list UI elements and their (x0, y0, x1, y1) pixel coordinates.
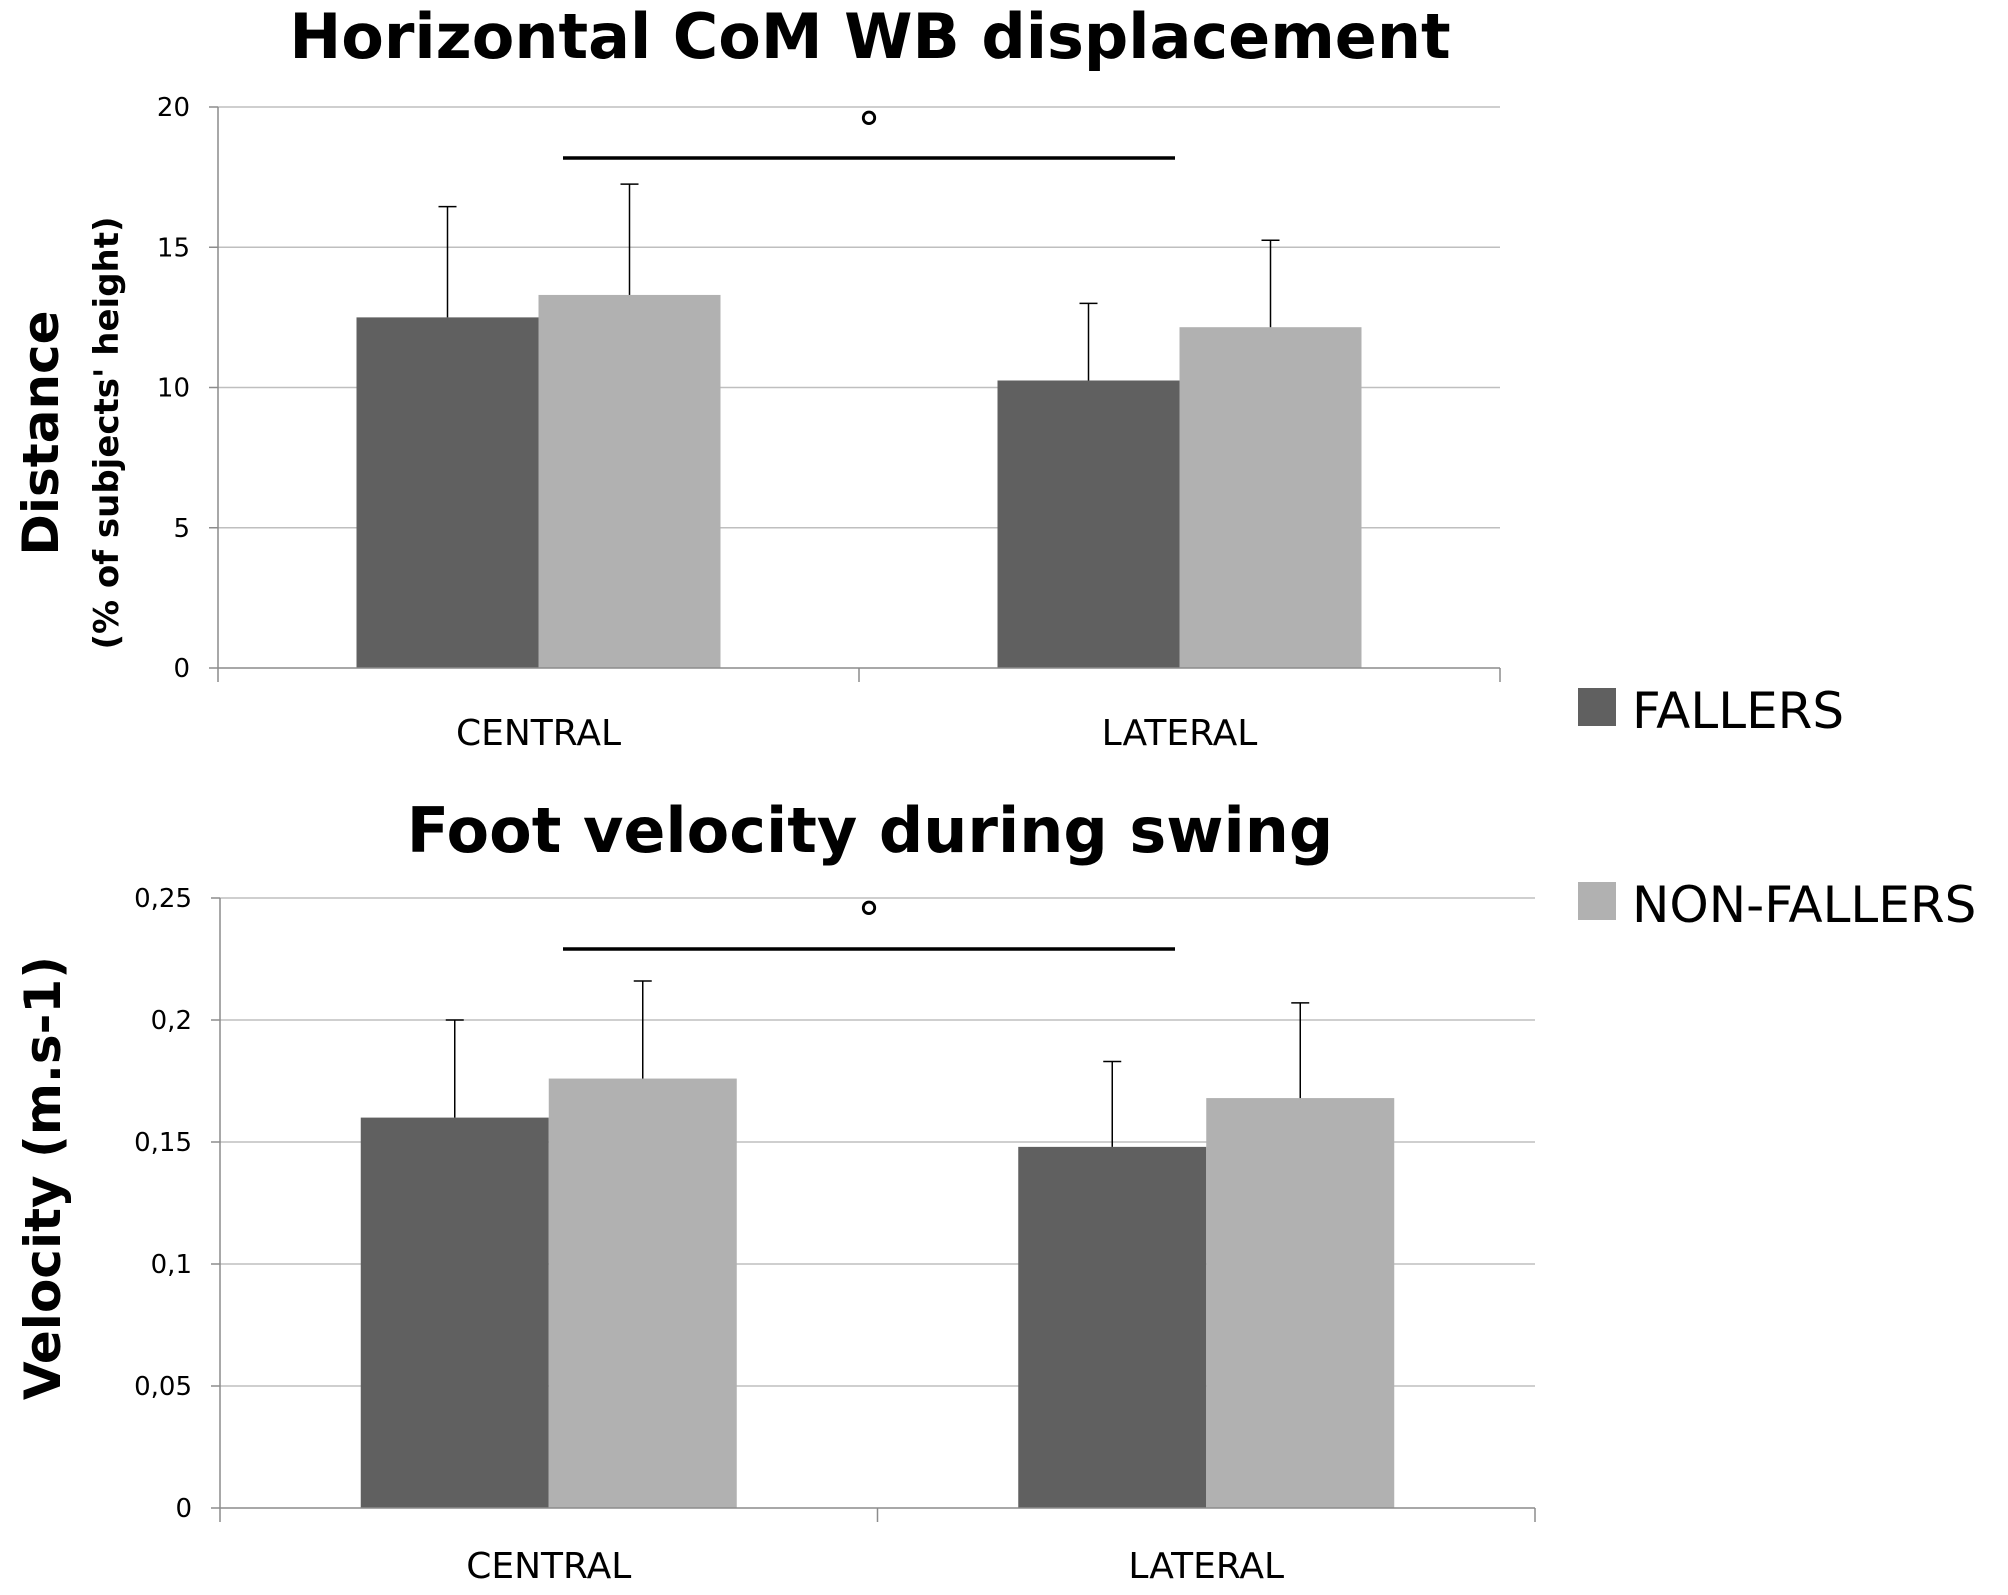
y-tick-label: 0,2 (151, 1006, 192, 1036)
y-tick-label: 0 (173, 654, 190, 684)
significance-marker: ° (858, 102, 881, 156)
bar-fallers-lateral (1018, 1146, 1207, 1508)
legend-swatch-non-fallers (1578, 882, 1616, 920)
bar-fallers-central (360, 1117, 549, 1508)
chart-foot-velocity: Foot velocity during swing Velocity (m.s… (14, 794, 1536, 1587)
y-axis-sublabel: (% of subjects' height) (87, 216, 127, 649)
legend: FALLERS NON-FALLERS (1578, 682, 1976, 934)
legend-label-non-fallers: NON-FALLERS (1632, 876, 1976, 934)
legend-label-fallers: FALLERS (1632, 682, 1844, 740)
y-tick-label: 0,1 (151, 1250, 192, 1280)
y-tick-label: 15 (157, 233, 190, 263)
y-tick-label: 0,05 (134, 1372, 192, 1402)
y-tick-label: 0 (175, 1494, 192, 1524)
x-category-label: CENTRAL (466, 1546, 631, 1587)
y-tick-label: 0,15 (134, 1128, 192, 1158)
y-axis-label: Velocity (m.s-1) (14, 956, 72, 1400)
bar-fallers-central (356, 317, 539, 668)
y-tick-label: 0,25 (134, 884, 192, 914)
y-tick-label: 5 (173, 514, 190, 544)
bar-non-fallers-central (548, 1078, 737, 1508)
bar-non-fallers-lateral (1206, 1098, 1395, 1508)
bar-non-fallers-central (538, 294, 721, 668)
chart-title: Horizontal CoM WB displacement (289, 0, 1450, 73)
legend-swatch-fallers (1578, 688, 1616, 726)
x-category-label: LATERAL (1102, 713, 1258, 754)
chart-title: Foot velocity during swing (407, 794, 1334, 867)
bar-fallers-lateral (997, 380, 1180, 668)
y-tick-label: 10 (157, 374, 190, 404)
chart-horizontal-com: Horizontal CoM WB displacement Distance … (12, 0, 1501, 754)
y-tick-label: 20 (157, 93, 190, 123)
bar-non-fallers-lateral (1179, 327, 1362, 668)
significance-marker: ° (858, 892, 881, 946)
y-axis-label: Distance (12, 310, 70, 555)
x-category-label: LATERAL (1128, 1546, 1284, 1587)
x-category-label: CENTRAL (456, 713, 621, 754)
